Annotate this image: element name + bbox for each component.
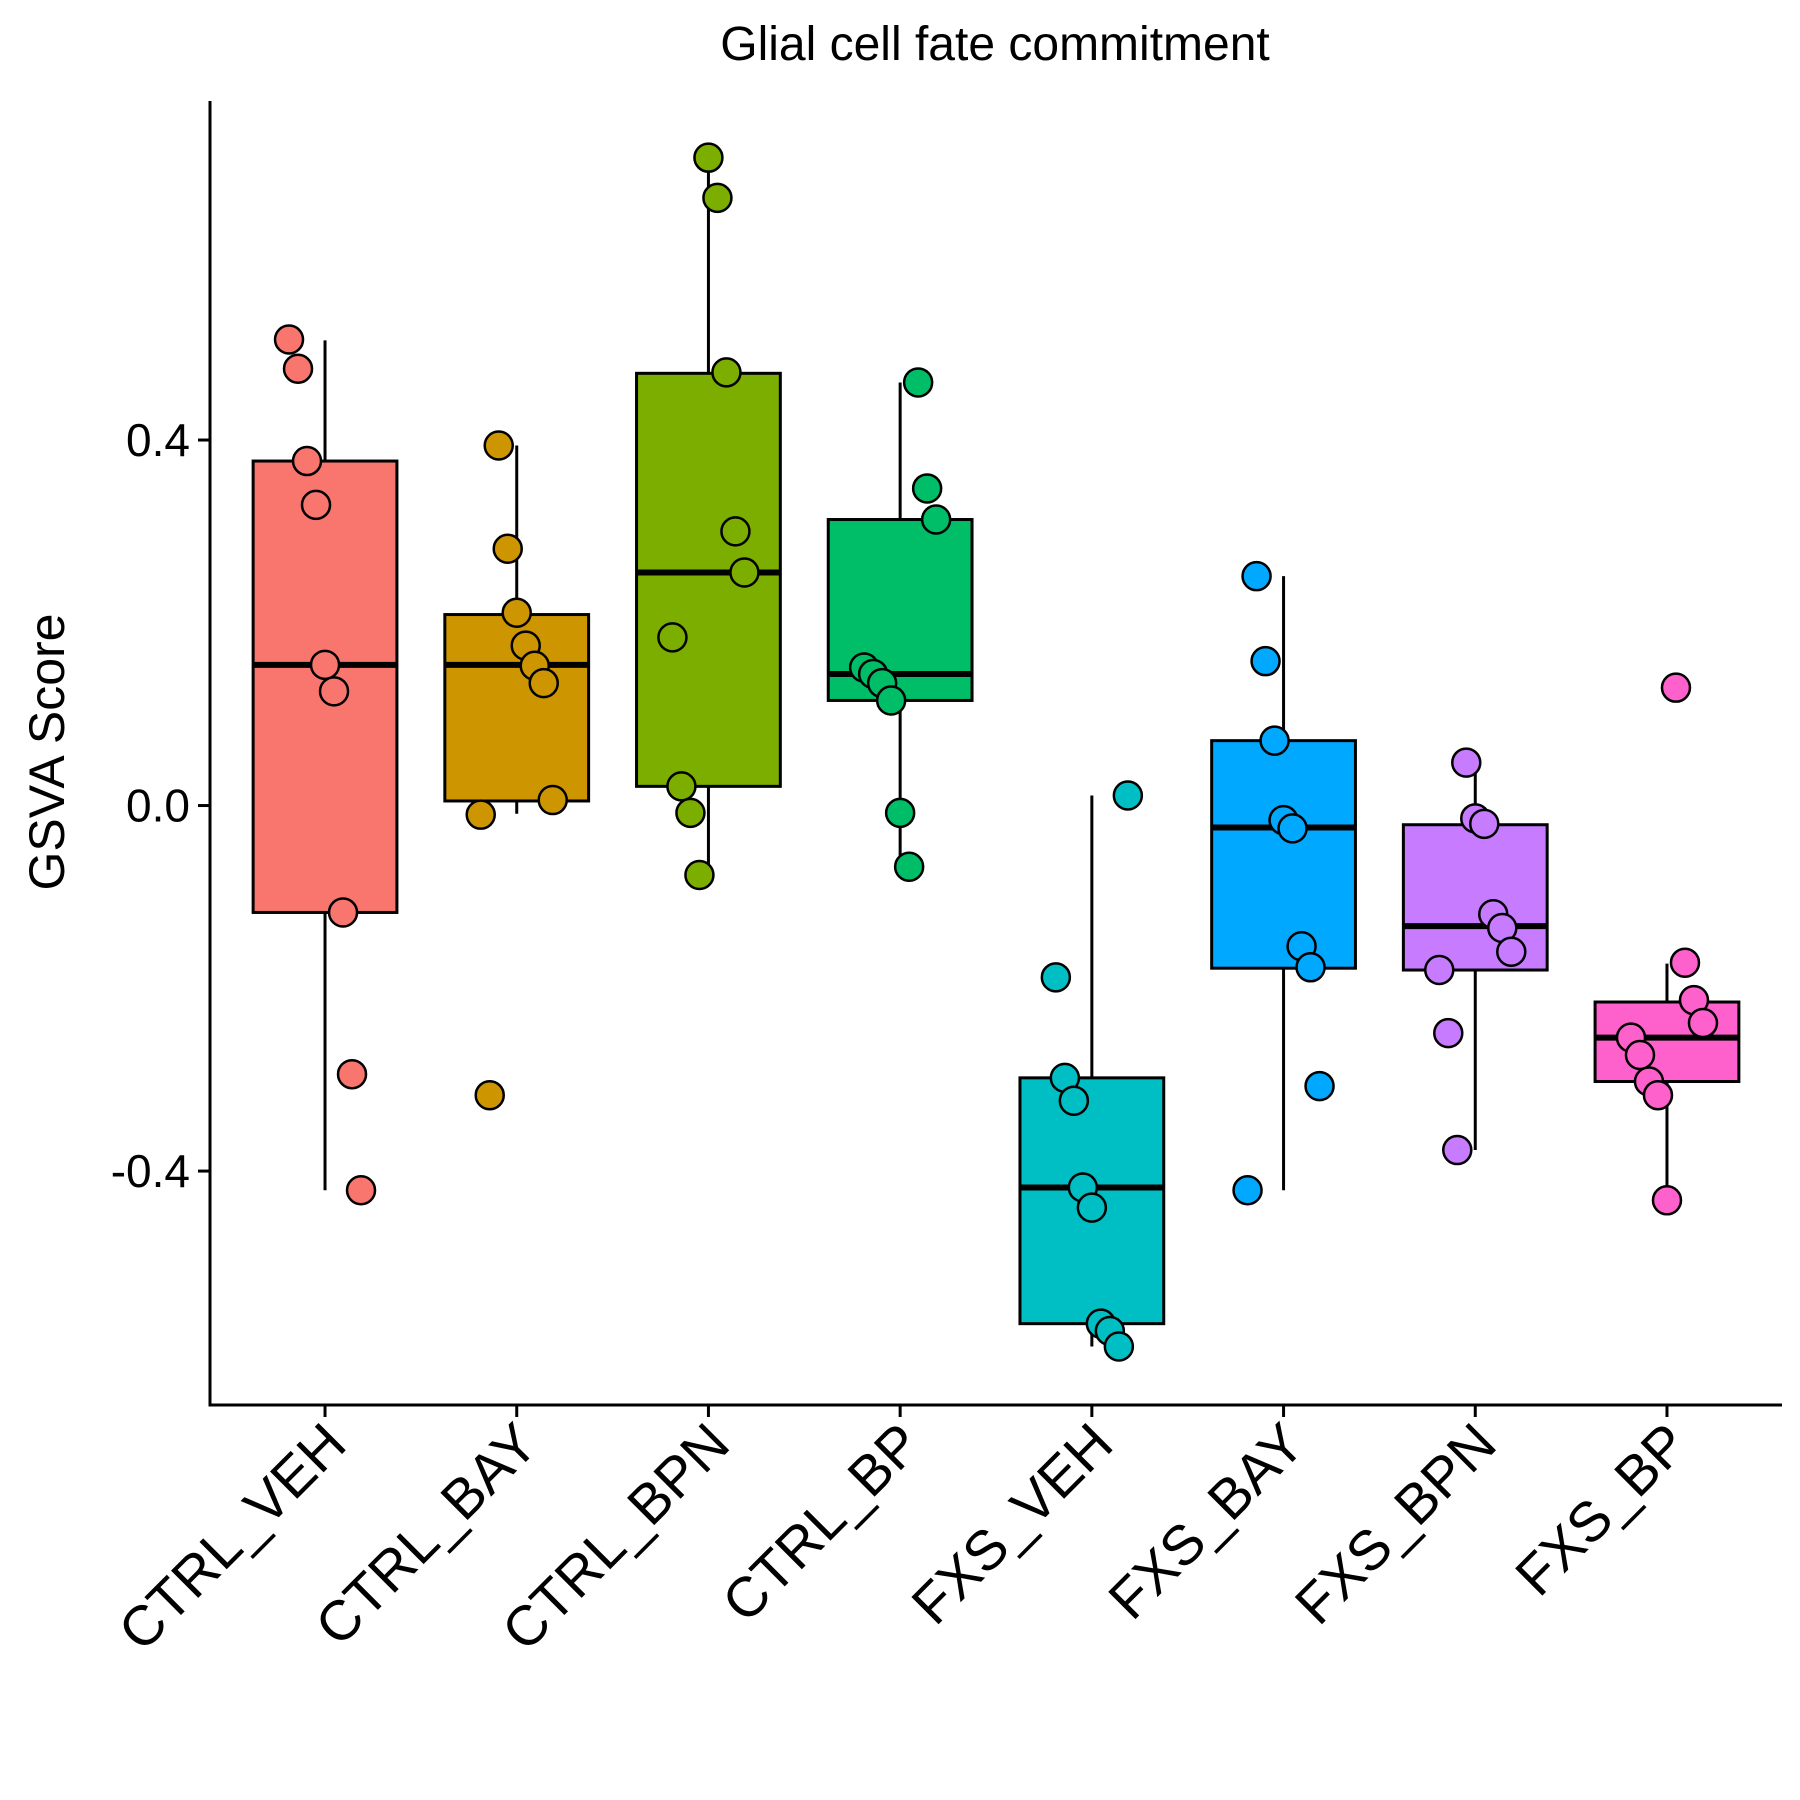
data-point — [920, 504, 952, 535]
data-point — [884, 797, 916, 829]
y-tick-label: 0.0 — [126, 780, 190, 832]
data-point — [1669, 947, 1701, 978]
data-point — [684, 859, 715, 891]
data-point — [492, 533, 523, 565]
data-point — [893, 851, 925, 883]
data-point — [1295, 952, 1326, 983]
data-point — [474, 1079, 505, 1111]
data-point — [483, 430, 514, 461]
data-point — [1660, 672, 1692, 703]
data-point — [1624, 1039, 1656, 1071]
y-tick-label: -0.4 — [111, 1145, 190, 1197]
data-point — [702, 182, 733, 214]
x-tick-label: FXS_BAY — [1096, 1411, 1316, 1631]
y-axis-label: GSVA Score — [19, 614, 75, 891]
data-point — [537, 784, 568, 816]
box — [1210, 739, 1357, 970]
data-point — [1277, 813, 1308, 844]
data-point — [1040, 962, 1072, 993]
data-point — [1076, 1192, 1108, 1223]
data-point — [345, 1175, 377, 1206]
data-point — [1424, 954, 1455, 986]
data-point — [875, 685, 907, 716]
data-point — [1451, 747, 1482, 778]
data-point — [1651, 1185, 1683, 1216]
data-point — [318, 676, 350, 707]
data-point — [1433, 1017, 1464, 1049]
x-tick-label: FXS_BP — [1503, 1411, 1699, 1607]
data-point — [693, 142, 724, 173]
data-point — [675, 797, 706, 829]
data-point — [465, 799, 496, 830]
data-point — [300, 489, 332, 521]
data-point — [528, 667, 559, 699]
data-point — [273, 324, 305, 355]
data-point — [327, 897, 359, 928]
data-point — [666, 771, 697, 802]
data-point — [1250, 645, 1281, 677]
chart-title: Glial cell fate commitment — [720, 18, 1270, 71]
box — [635, 371, 782, 788]
data-point — [501, 597, 532, 628]
x-tick-label: FXS_VEH — [899, 1411, 1124, 1636]
data-point — [1103, 1331, 1135, 1362]
data-point — [902, 367, 934, 398]
data-point — [1241, 560, 1272, 592]
x-tick-label: FXS_BPN — [1283, 1411, 1508, 1636]
data-point — [1259, 725, 1290, 756]
y-tick-label: 0.4 — [126, 414, 190, 466]
data-point — [309, 649, 341, 681]
data-point — [1496, 936, 1527, 968]
data-point — [711, 357, 742, 388]
data-point — [1442, 1134, 1473, 1166]
data-point — [720, 516, 751, 547]
x-tick-label: CTRL_BP — [710, 1411, 933, 1634]
data-point — [657, 622, 688, 653]
data-point — [1232, 1175, 1263, 1206]
data-point — [282, 353, 314, 384]
data-point — [1112, 780, 1144, 811]
data-point — [729, 557, 760, 588]
data-point — [1304, 1070, 1335, 1102]
data-point — [1687, 1007, 1719, 1039]
data-point — [911, 473, 943, 504]
data-point — [1058, 1085, 1090, 1116]
data-point — [291, 445, 323, 477]
data-point — [1469, 808, 1500, 840]
data-point — [336, 1058, 368, 1090]
data-point — [1642, 1079, 1674, 1111]
